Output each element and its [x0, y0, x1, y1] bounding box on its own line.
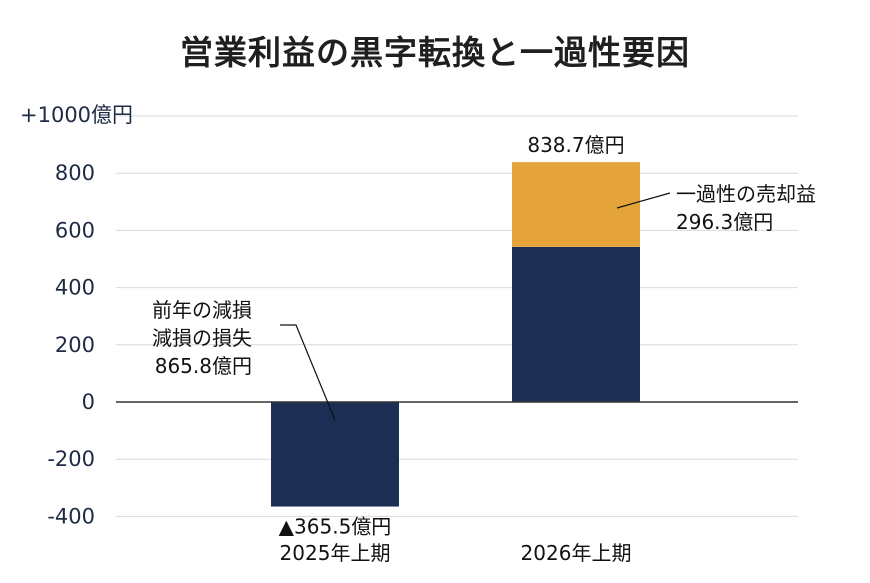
y-tick-labels: 800 600 400 200 0 -200 -400	[47, 161, 95, 528]
gridlines	[116, 115, 798, 517]
chart-title: 営業利益の黒字転換と一過性要因	[180, 33, 690, 72]
annotation-prior-impairment-line1: 前年の減損	[152, 298, 252, 322]
bar-segment	[271, 402, 399, 507]
y-tick-label: 600	[55, 218, 95, 242]
annotation-one-time-gain-value: 296.3億円	[676, 210, 773, 234]
bars	[271, 162, 640, 507]
y-tick-label: 0	[82, 390, 95, 414]
annotation-prior-impairment-value: 865.8億円	[155, 354, 252, 378]
data-label-2026: 838.7億円	[527, 133, 624, 157]
category-label-2025: 2025年上期	[280, 541, 391, 565]
annotation-leader-right	[616, 192, 671, 209]
y-tick-label: 200	[55, 333, 95, 357]
y-tick-label: -400	[47, 504, 95, 528]
y-tick-label: 400	[55, 276, 95, 300]
unit-label: +1000億円	[20, 103, 133, 127]
y-tick-label: 800	[55, 161, 95, 185]
annotation-leader-left	[280, 324, 336, 421]
annotation-prior-impairment-line2: 減損の損失	[152, 326, 252, 350]
bar-segment	[512, 162, 640, 247]
category-label-2026: 2026年上期	[521, 541, 632, 565]
data-label-2025: ▲365.5億円	[279, 515, 392, 539]
bar-segment	[512, 246, 640, 402]
y-tick-label: -200	[47, 447, 95, 471]
annotation-one-time-gain-line1: 一過性の売却益	[676, 182, 816, 206]
